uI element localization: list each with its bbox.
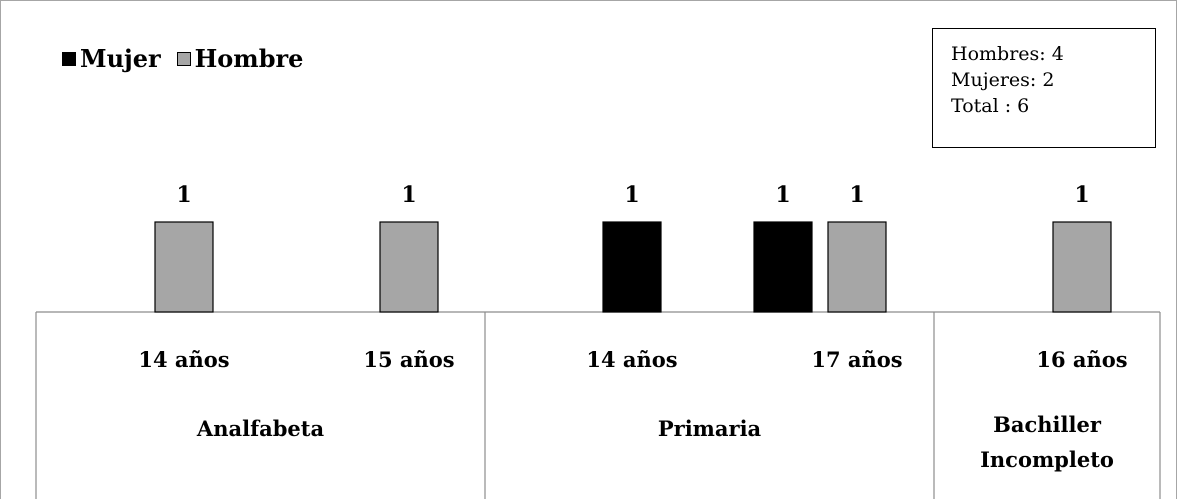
bar-mujer-2 <box>602 221 662 313</box>
data-label-hombre-3: 1 <box>849 182 864 208</box>
legend-item-mujer: Mujer <box>62 44 161 73</box>
tick-label-age-1: 15 años <box>363 347 454 372</box>
summary-box: Hombres: 4 Mujeres: 2 Total : 6 <box>932 28 1156 148</box>
summary-hombres: Hombres: 4 <box>951 43 1064 65</box>
bar-hombre-0 <box>154 221 214 313</box>
bar-mujer-3 <box>753 221 813 313</box>
group-label-2-1: Incompleto <box>980 447 1114 472</box>
legend-swatch-hombre <box>176 51 191 66</box>
legend-swatch-mujer <box>62 51 76 66</box>
tick-label-age-3: 17 años <box>811 347 902 372</box>
group-label-0-0: Analfabeta <box>196 416 325 441</box>
summary-mujeres: Mujeres: 2 <box>951 69 1055 91</box>
summary-total: Total : 6 <box>951 95 1030 117</box>
data-label-hombre-4: 1 <box>1074 182 1089 208</box>
legend-item-hombre: Hombre <box>176 44 304 73</box>
data-label-mujer-3: 1 <box>775 182 790 208</box>
bar-hombre-3 <box>827 221 887 313</box>
data-label-hombre-1: 1 <box>401 182 416 208</box>
legend: Mujer Hombre <box>62 44 319 73</box>
legend-label-mujer: Mujer <box>80 44 161 73</box>
group-label-2-0: Bachiller <box>993 412 1102 437</box>
tick-label-age-0: 14 años <box>138 347 229 372</box>
data-label-hombre-0: 1 <box>176 182 191 208</box>
legend-label-hombre: Hombre <box>194 44 304 73</box>
data-label-mujer-2: 1 <box>624 182 639 208</box>
group-label-1-0: Primaria <box>658 416 762 441</box>
bar-hombre-4 <box>1052 221 1112 313</box>
bar-hombre-1 <box>379 221 439 313</box>
tick-label-age-4: 16 años <box>1036 347 1127 372</box>
tick-label-age-2: 14 años <box>586 347 677 372</box>
